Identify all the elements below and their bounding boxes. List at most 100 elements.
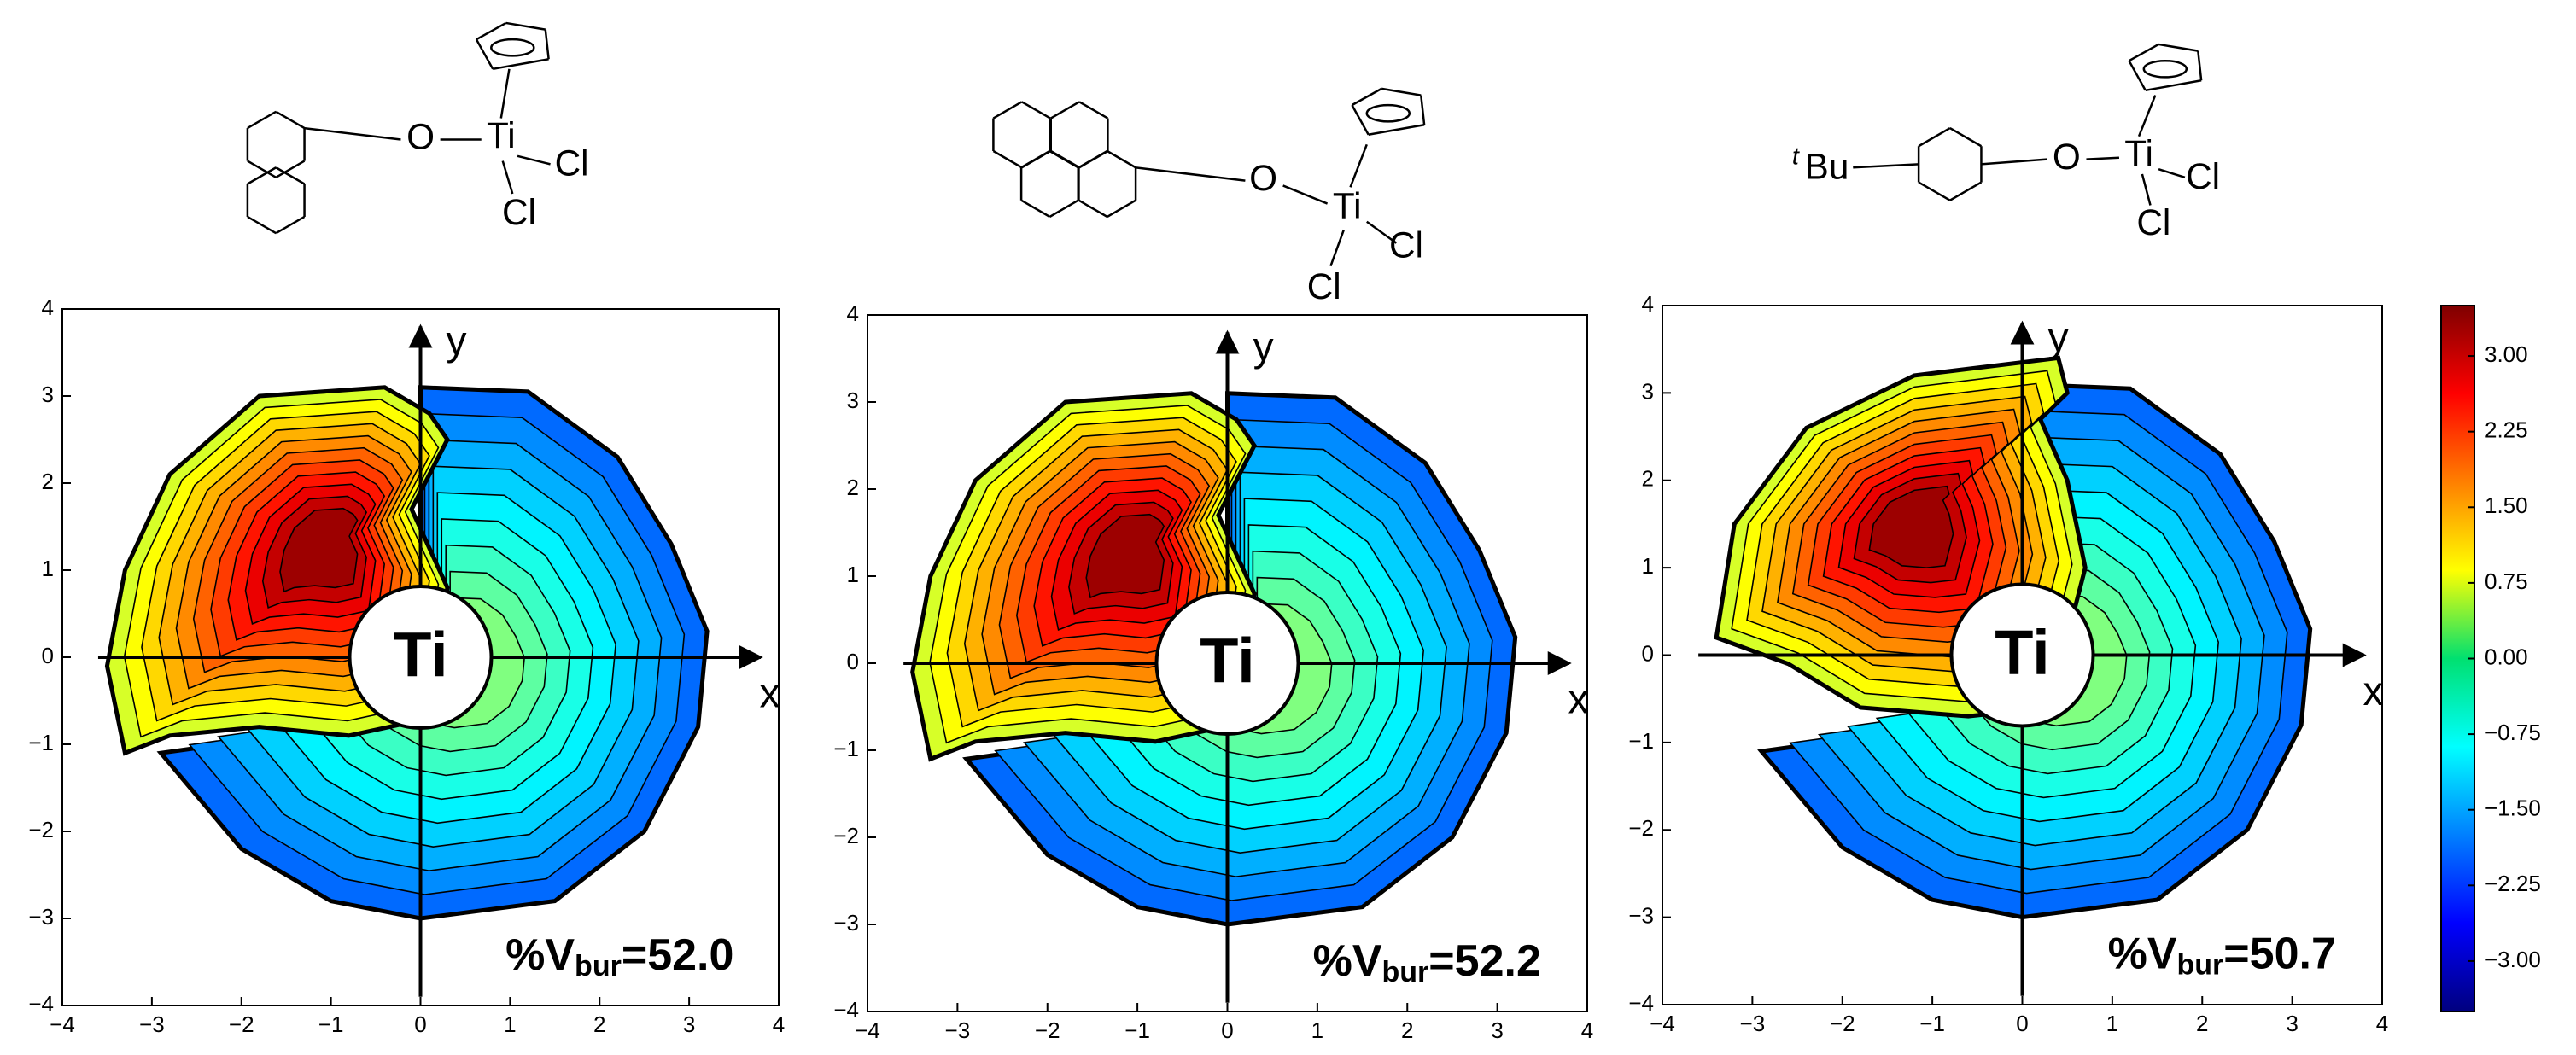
x-tick-label: −2 [1830,1011,1855,1036]
colorbar-tick-label: 3.00 [2485,341,2528,367]
bond [1853,163,1919,169]
atom-label: Ti [1333,186,1362,226]
vbur-annotation: %Vbur=52.0 [505,930,733,982]
bond [1949,181,1983,201]
x-tick-label: 3 [2286,1011,2298,1036]
colorbar-tick-label: 2.25 [2485,417,2528,443]
x-tick-label: 3 [683,1011,695,1037]
y-tick-label: −3 [833,910,859,936]
bond [1078,149,1108,169]
bond [2158,43,2199,52]
x-tick-label: 0 [414,1011,426,1037]
y-tick-label: 1 [1642,553,1654,579]
x-tick-label: −2 [229,1011,254,1037]
x-tick-label: −1 [1919,1011,1945,1036]
y-tick-label: −3 [1628,903,1654,929]
atom-label: Cl [1389,225,1423,265]
atom-label: Cl [2136,202,2170,242]
bond [1351,104,1370,136]
y-tick-label: 3 [847,388,859,413]
x-tick-label: −4 [50,1011,75,1037]
y-axis-label: y [446,318,466,364]
contour-panel: −4 −3 −2 −1 0 1 2 3 4 −4 −3 −2 −1 0 1 2 3 4 x y Ti %Vbur=52.2 [833,300,1593,1043]
x-tick-label: −4 [1650,1011,1675,1036]
x-tick-label: −3 [945,1017,971,1043]
x-tick-label: −1 [1124,1017,1150,1043]
bond [2197,50,2203,81]
bond [1366,220,1398,244]
bond [275,166,306,185]
bond [501,160,514,195]
x-tick-label: 0 [1221,1017,1233,1043]
x-tick-label: −4 [855,1017,880,1043]
x-tick-label: 1 [1311,1017,1323,1043]
vbur-annotation: %Vbur=50.7 [2108,929,2336,981]
x-tick-label: 2 [2196,1011,2208,1036]
bond [492,58,549,71]
x-tick-label: 4 [2376,1011,2388,1036]
annotation-part: =52.2 [1428,936,1541,986]
bond [1368,123,1425,136]
colorbar-tick-label: −3.00 [2485,947,2541,972]
annotation-part: bur [1382,956,1429,988]
bond [275,110,306,130]
bond [475,38,494,70]
bond [2141,173,2152,206]
y-tick-label: 4 [42,294,54,320]
colorbar-tick-label: −0.75 [2485,720,2541,745]
colorbar-tick-label: 0.00 [2485,644,2528,669]
x-tick-label: 2 [593,1011,605,1037]
bond [303,126,401,141]
atom-label: Cl [502,192,536,232]
y-tick-label: 3 [1642,378,1654,404]
y-tick-label: 3 [42,382,54,407]
y-tick-label: −2 [1628,815,1654,841]
contour-panel: −4 −3 −2 −1 0 1 2 3 4 −4 −3 −2 −1 0 1 2 3 4 x y Ti %Vbur=52.0 [28,294,785,1037]
bond [1049,199,1079,219]
bond [1351,87,1382,107]
bond [1107,199,1136,219]
bond [2145,79,2202,92]
bond [2086,156,2120,160]
contour-level [1868,485,1954,568]
bond [247,215,277,235]
annotation-part: bur [575,950,622,982]
y-tick-label: 1 [847,562,859,587]
cp-ring [490,38,535,57]
atom-label: O [406,117,435,157]
bond [275,160,306,178]
colorbar-tick-label: −2.25 [2485,871,2541,896]
x-tick-label: 4 [1581,1017,1593,1043]
atom-label: Cl [2186,156,2220,196]
x-tick-label: 3 [1491,1017,1503,1043]
bond [2128,43,2159,62]
y-tick-label: 4 [847,300,859,326]
x-tick-label: 0 [2016,1011,2028,1036]
y-tick-label: 2 [42,469,54,494]
colorbar-tick-label: 1.50 [2485,493,2528,518]
bond [1021,101,1051,119]
atom-label: O [2053,137,2081,177]
y-tick-label: −2 [28,817,54,842]
annotation-part: =50.7 [2223,929,2336,978]
bond [1981,158,2047,166]
x-axis-label: x [760,672,780,717]
bond [2158,167,2186,178]
atom-label: Cl [555,143,589,183]
x-tick-label: −1 [318,1011,344,1037]
bond [247,166,277,185]
atom-label: O [1249,158,1277,198]
bond [544,29,550,60]
y-tick-label: 4 [1642,291,1654,317]
metal-center [348,585,494,730]
bond [1107,149,1136,169]
y-tick-label: 2 [1642,466,1654,492]
vbur-annotation: %Vbur=52.2 [1313,936,1541,988]
bond [1381,87,1422,96]
center-label: Ti [1200,626,1254,697]
bond [1918,126,1951,148]
x-axis-label: x [2363,669,2383,714]
bond [247,160,277,178]
bond [1049,149,1079,169]
atom-label: Ti [487,115,516,155]
